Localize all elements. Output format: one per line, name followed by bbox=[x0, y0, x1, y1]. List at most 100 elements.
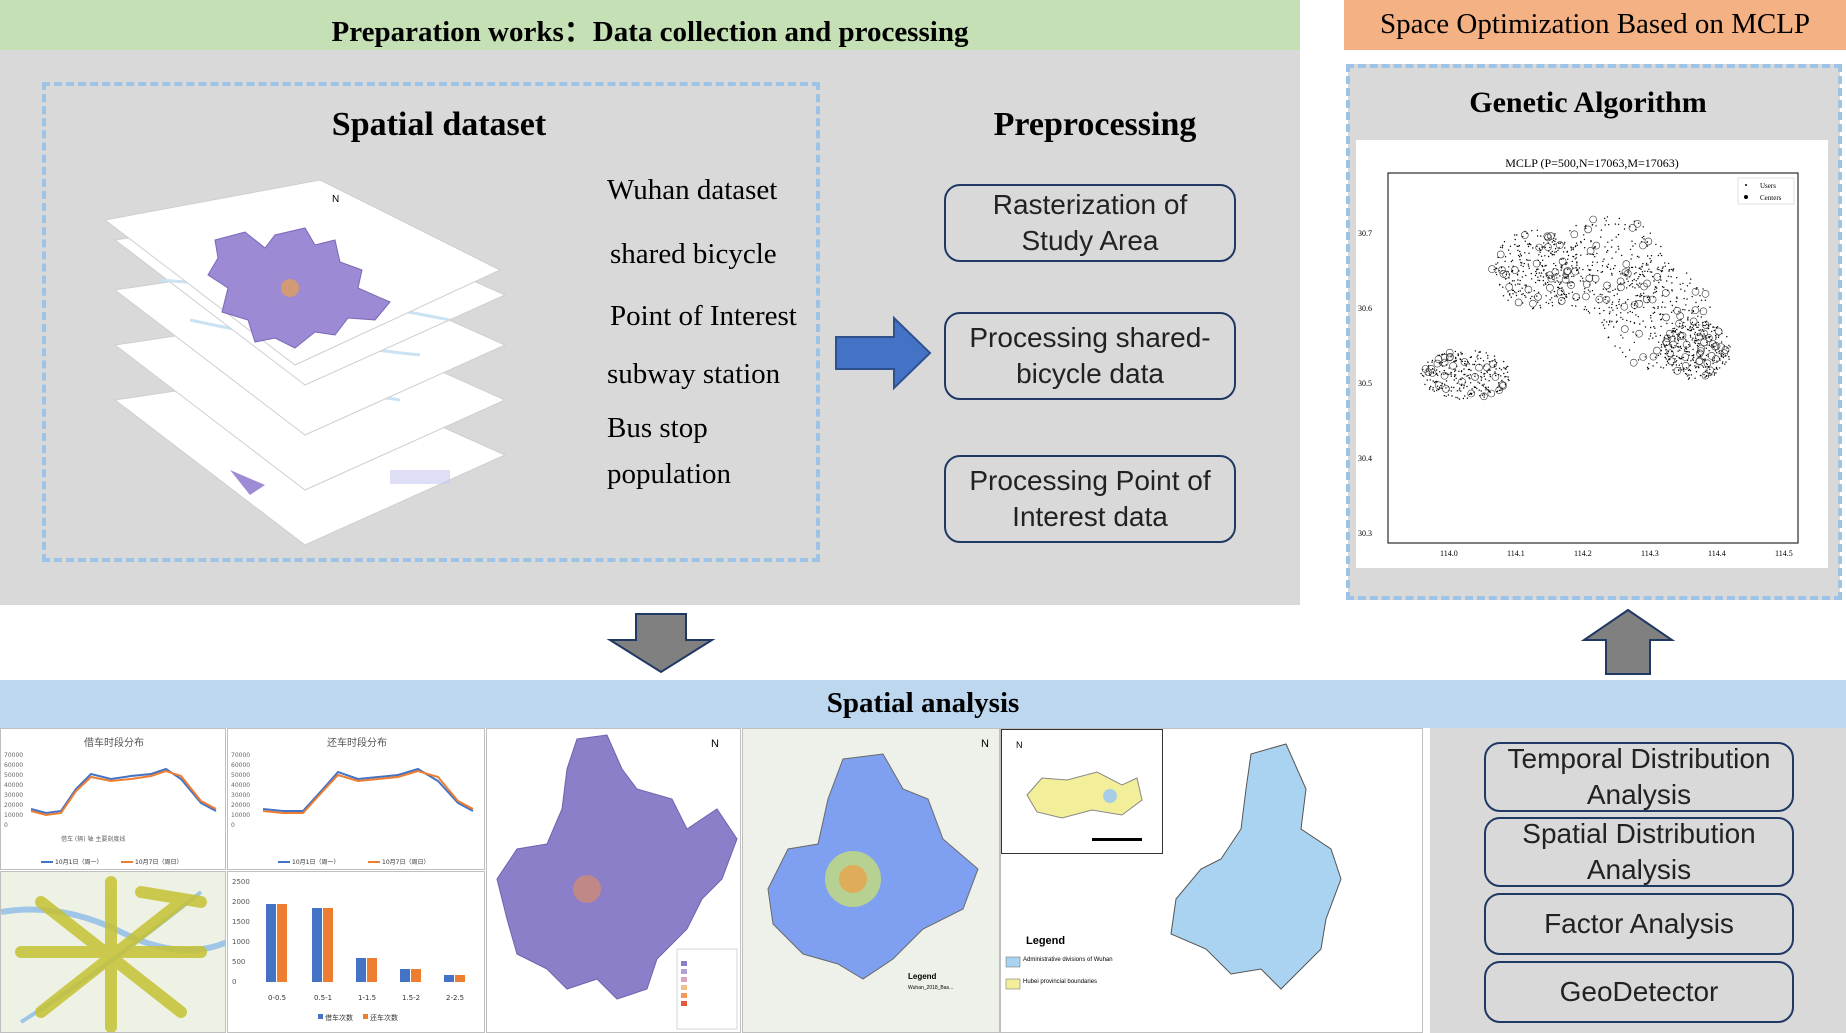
user-point bbox=[1584, 306, 1586, 308]
user-point bbox=[1493, 268, 1495, 271]
center-marker bbox=[1555, 241, 1564, 249]
user-point bbox=[1635, 280, 1637, 282]
user-point bbox=[1526, 232, 1528, 235]
user-point bbox=[1688, 344, 1690, 346]
user-point bbox=[1637, 222, 1640, 224]
user-point bbox=[1556, 273, 1558, 275]
svg-text:50000: 50000 bbox=[4, 772, 23, 779]
user-point bbox=[1668, 337, 1670, 339]
user-point bbox=[1651, 320, 1653, 322]
center-marker bbox=[1697, 344, 1705, 353]
user-point bbox=[1558, 242, 1560, 244]
user-point bbox=[1664, 353, 1666, 355]
user-point bbox=[1483, 396, 1485, 398]
user-point bbox=[1685, 351, 1688, 353]
user-point bbox=[1674, 338, 1676, 340]
user-point bbox=[1561, 267, 1563, 269]
user-point bbox=[1573, 297, 1575, 300]
user-point bbox=[1589, 291, 1591, 293]
user-point bbox=[1643, 235, 1645, 238]
user-point bbox=[1692, 359, 1694, 361]
user-point bbox=[1604, 298, 1606, 301]
user-point bbox=[1518, 245, 1521, 247]
user-point bbox=[1463, 363, 1466, 365]
user-point bbox=[1636, 294, 1639, 297]
preprocess-step-bicycle: Processing shared-bicycle data bbox=[944, 312, 1236, 400]
user-point bbox=[1476, 356, 1478, 358]
svg-text:0.5-1: 0.5-1 bbox=[314, 994, 332, 1002]
user-point bbox=[1536, 245, 1538, 248]
user-point bbox=[1693, 341, 1696, 343]
center-marker bbox=[1534, 293, 1542, 301]
user-point bbox=[1684, 325, 1686, 328]
user-point bbox=[1623, 228, 1626, 230]
legend-users: Users bbox=[1760, 182, 1776, 190]
user-point bbox=[1517, 254, 1520, 257]
user-point bbox=[1691, 358, 1694, 360]
user-point bbox=[1460, 351, 1462, 353]
user-point bbox=[1640, 268, 1642, 270]
user-point bbox=[1641, 236, 1643, 239]
user-point bbox=[1595, 282, 1597, 284]
user-point bbox=[1649, 232, 1651, 234]
user-point bbox=[1444, 383, 1446, 385]
svg-text:30000: 30000 bbox=[4, 792, 23, 799]
user-point bbox=[1432, 368, 1434, 370]
user-point bbox=[1585, 224, 1587, 227]
user-point bbox=[1481, 384, 1483, 386]
user-point bbox=[1559, 242, 1561, 244]
poi-north-label: N bbox=[981, 738, 989, 750]
user-point bbox=[1551, 275, 1553, 278]
user-point bbox=[1677, 350, 1679, 352]
user-point bbox=[1626, 278, 1628, 280]
user-point bbox=[1551, 241, 1553, 243]
user-point bbox=[1507, 376, 1509, 378]
user-point bbox=[1555, 238, 1557, 240]
user-point bbox=[1728, 356, 1730, 358]
user-point bbox=[1662, 266, 1664, 268]
user-point bbox=[1666, 280, 1668, 282]
user-point bbox=[1729, 346, 1731, 348]
user-point bbox=[1683, 321, 1685, 324]
user-point bbox=[1602, 288, 1605, 290]
user-point bbox=[1692, 325, 1694, 327]
user-point bbox=[1665, 349, 1667, 351]
user-point bbox=[1473, 363, 1476, 366]
user-point bbox=[1595, 225, 1597, 227]
svg-text:10月7日（周日）: 10月7日（周日） bbox=[382, 859, 429, 866]
user-point bbox=[1547, 242, 1549, 244]
user-point bbox=[1610, 307, 1613, 309]
center-marker bbox=[1648, 295, 1657, 304]
user-point bbox=[1617, 233, 1620, 236]
svg-text:0: 0 bbox=[232, 978, 236, 986]
user-point bbox=[1657, 306, 1659, 308]
user-point bbox=[1657, 254, 1660, 257]
x-tick-1: 114.1 bbox=[1507, 549, 1525, 558]
user-point bbox=[1688, 369, 1691, 371]
user-point bbox=[1495, 263, 1497, 265]
svg-text:2000: 2000 bbox=[232, 898, 250, 906]
center-marker bbox=[1440, 354, 1449, 362]
user-point bbox=[1691, 312, 1693, 314]
user-point bbox=[1574, 258, 1576, 260]
user-point bbox=[1429, 379, 1431, 381]
user-point bbox=[1693, 356, 1695, 359]
user-point bbox=[1646, 270, 1649, 273]
user-point bbox=[1682, 336, 1684, 339]
user-point bbox=[1639, 267, 1641, 269]
center-marker bbox=[1676, 312, 1685, 320]
user-point bbox=[1688, 309, 1690, 312]
user-point bbox=[1511, 289, 1514, 291]
user-point bbox=[1715, 366, 1718, 369]
user-point bbox=[1674, 330, 1676, 332]
user-point bbox=[1617, 245, 1619, 248]
user-point bbox=[1700, 354, 1702, 357]
user-point bbox=[1671, 290, 1673, 292]
user-point bbox=[1615, 321, 1618, 323]
user-point bbox=[1706, 344, 1708, 346]
svg-text:1-1.5: 1-1.5 bbox=[358, 994, 376, 1002]
user-point bbox=[1576, 264, 1578, 266]
user-point bbox=[1603, 319, 1605, 321]
user-point bbox=[1636, 334, 1638, 336]
user-point bbox=[1671, 365, 1673, 367]
